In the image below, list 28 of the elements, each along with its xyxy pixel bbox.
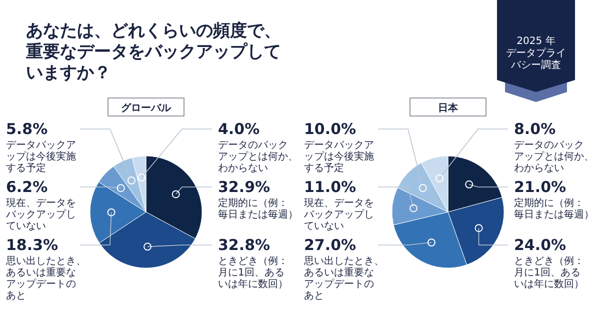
data-label: 10.0% bbox=[304, 120, 356, 138]
slice-label: データのバックアップとは何か、わからない bbox=[218, 140, 298, 174]
chart-title: あなたは、どれくらいの頻度で、重要なデータをバックアップしていますか？ bbox=[25, 21, 281, 83]
slice-label: データバックアップは今後実施する予定 bbox=[304, 140, 374, 174]
data-label: 18.3% bbox=[6, 236, 58, 254]
slice-label: 定期的に（例：毎日または毎週） bbox=[514, 197, 594, 220]
slice-label: ときどき（例：月に1回、あるいは年に数回） bbox=[514, 256, 584, 290]
slice-label: 現在、データをバックアップしていない bbox=[303, 197, 374, 232]
data-label: 32.8% bbox=[218, 236, 270, 254]
slice-label: 思い出したとき、あるいは重要なアップデートのあと bbox=[5, 255, 86, 302]
chart-subtitle: グローバル bbox=[121, 102, 172, 114]
slice-label: 現在、データをバックアップしていない bbox=[5, 197, 76, 232]
data-label: 21.0% bbox=[514, 178, 566, 196]
slice-label: 定期的に（例：毎日または毎週） bbox=[218, 197, 298, 220]
data-label: 4.0% bbox=[218, 120, 260, 138]
slice-label: データのバックアップとは何か、わからない bbox=[514, 140, 594, 174]
data-label: 27.0% bbox=[304, 236, 356, 254]
slice-label: データバックアップは今後実施する予定 bbox=[6, 140, 76, 174]
data-label: 5.8% bbox=[6, 120, 48, 138]
slice-label: ときどき（例：月に1回、あるいは年に数回） bbox=[218, 256, 288, 290]
chart-subtitle: 日本 bbox=[438, 102, 459, 114]
slice-label: 思い出したとき、あるいは重要なアップデートのあと bbox=[303, 255, 384, 302]
data-label: 32.9% bbox=[218, 178, 270, 196]
data-label: 24.0% bbox=[514, 236, 566, 254]
data-label: 8.0% bbox=[514, 120, 556, 138]
text: 2025 年データプライバシー調査 bbox=[506, 35, 566, 71]
data-label: 11.0% bbox=[304, 178, 356, 196]
data-label: 6.2% bbox=[6, 178, 48, 196]
